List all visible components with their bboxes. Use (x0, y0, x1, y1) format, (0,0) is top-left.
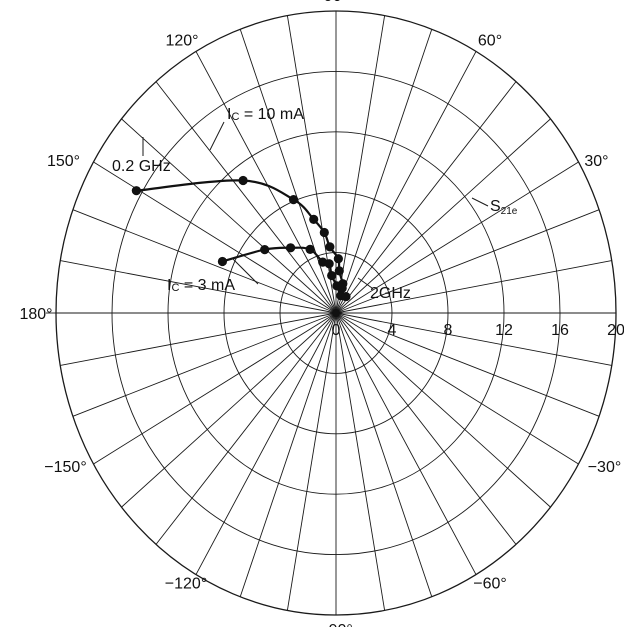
data-points (131, 175, 351, 317)
angular-tick-label: 180° (19, 306, 52, 323)
data-point (341, 291, 351, 302)
angular-gridline (335, 209, 600, 314)
quantity-label-s21e: S21e (490, 198, 518, 217)
data-point (309, 214, 319, 224)
curve-label-3ma: IC = 3 mA (167, 277, 235, 294)
angular-tick-label: −90° (319, 622, 353, 627)
curve-label-10ma: IC = 10 mA (227, 106, 304, 123)
angular-gridline (60, 260, 337, 314)
angular-tick-label: −60° (473, 576, 507, 593)
data-point (319, 227, 329, 238)
data-point (305, 244, 315, 254)
angular-gridline (60, 312, 337, 366)
angular-gridline (286, 312, 337, 611)
angular-gridline (121, 118, 337, 314)
angular-gridline (239, 312, 337, 597)
data-point (238, 175, 248, 186)
angular-tick-label: −150° (44, 459, 86, 476)
leader-10ma (209, 121, 225, 151)
angular-gridline (195, 312, 337, 575)
leader-s21e (471, 197, 489, 207)
angular-gridline (93, 312, 337, 465)
angular-gridline (335, 161, 579, 314)
data-point (332, 281, 342, 291)
radial-tick-label: 16 (551, 322, 569, 339)
radial-tick-label: 0 (332, 322, 341, 339)
angular-gridline (335, 260, 612, 314)
data-point (131, 186, 141, 196)
angular-gridline (195, 51, 337, 314)
data-point (325, 242, 335, 252)
radial-tick-label: 8 (444, 322, 453, 339)
data-point (260, 245, 270, 255)
angular-tick-label: 30° (584, 153, 608, 170)
angular-tick-label: 90° (324, 0, 348, 5)
series-curve-0 (136, 179, 345, 289)
annotation-leaders (142, 121, 489, 289)
data-point (288, 194, 299, 205)
angular-gridline (335, 81, 517, 314)
angular-gridline (155, 81, 337, 314)
angular-tick-label: −120° (165, 576, 207, 593)
angular-gridline (335, 312, 433, 597)
angular-gridline (335, 312, 600, 417)
leader-3ma (231, 257, 259, 285)
data-point (286, 243, 296, 253)
data-point (217, 256, 228, 267)
data-point (334, 266, 344, 276)
angular-gridline (335, 312, 551, 508)
angular-gridline (155, 312, 337, 545)
angular-gridline (72, 312, 337, 417)
polar-grid (46, 10, 617, 616)
radial-tick-label: 12 (495, 322, 513, 339)
angular-tick-label: −30° (588, 459, 622, 476)
angular-gridline (335, 118, 551, 314)
chart-labels: IC = 10 mA IC = 3 mA 0.2 GHz 2GHz S21e 0… (19, 0, 624, 627)
freq-start-label: 0.2 GHz (112, 158, 171, 175)
angular-gridline (121, 312, 337, 508)
radial-tick-label: 20 (607, 322, 624, 339)
angular-gridline (335, 312, 612, 366)
angular-gridline (335, 312, 386, 611)
leader-freq-end (357, 277, 373, 289)
data-point (333, 254, 343, 264)
angular-gridline (335, 312, 579, 465)
angular-gridline (335, 51, 477, 314)
radial-tick-label: 4 (388, 322, 397, 339)
angular-gridline (72, 209, 337, 314)
origin-point (332, 309, 340, 317)
freq-end-label: 2GHz (370, 285, 411, 302)
angular-gridline (335, 29, 433, 314)
angular-gridline (335, 312, 477, 575)
angular-tick-label: 150° (47, 153, 80, 170)
angular-tick-label: 60° (478, 32, 502, 49)
data-point (327, 270, 337, 281)
data-point (324, 259, 334, 269)
angular-gridline (335, 312, 517, 545)
angular-tick-label: 120° (165, 32, 198, 49)
angular-gridline (335, 15, 386, 314)
